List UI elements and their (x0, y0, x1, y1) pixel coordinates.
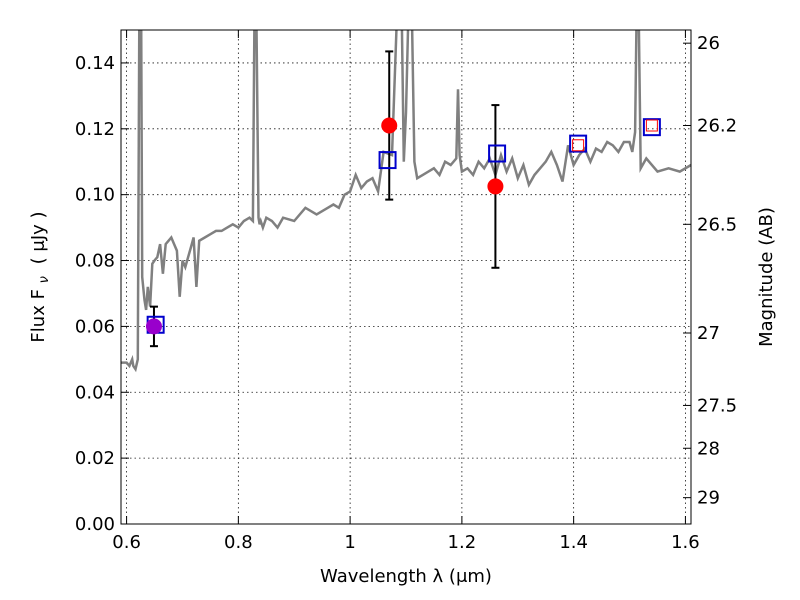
x-tick-label: 0.6 (112, 532, 141, 553)
x-tick-label: 1 (344, 532, 355, 553)
right-tick-label: 26.2 (697, 116, 737, 137)
x-axis-title: Wavelength λ (μm) (320, 566, 492, 587)
ticks-layer: 0.6 0.8 1 1.2 1.4 1.6 0.00 0.02 0.04 0.06 0.08 0.10… (75, 30, 737, 553)
y-tick-label: 0.06 (75, 316, 115, 337)
svg-text:Flux F ν ( μJy ): Flux F ν ( μJy ) (28, 211, 53, 342)
model-square-marker (378, 151, 397, 170)
faint-square-marker (572, 139, 585, 152)
y-tick-label: 0.14 (75, 53, 115, 74)
points-layer (145, 50, 661, 348)
observed-point (487, 178, 504, 195)
x-tick-label: 1.4 (559, 532, 588, 553)
faint-square-marker (645, 119, 658, 132)
x-tick-label: 1.6 (671, 532, 700, 553)
right-tick-label: 29 (697, 488, 720, 509)
y-axis-title-main: Flux F (28, 289, 49, 343)
plot-frame (120, 29, 692, 525)
y-tick-label: 0.04 (75, 382, 115, 403)
y-tick-label: 0.08 (75, 251, 115, 272)
model-square-marker (642, 118, 661, 137)
observed-point (145, 318, 162, 335)
y-tick-label: 0.12 (75, 119, 115, 140)
y-axis-title-unit: ( μJy ) (28, 211, 49, 264)
y-axis-title-subscript: ν (37, 276, 52, 283)
spectrum-line (121, 30, 691, 373)
model-square-marker (488, 144, 507, 163)
y-tick-label: 0.02 (75, 448, 115, 469)
right-tick-label: 26 (697, 33, 720, 54)
right-axis-title: Magnitude (AB) (756, 207, 777, 347)
model-square-marker (569, 134, 588, 153)
right-tick-label: 28 (697, 438, 720, 459)
x-tick-label: 1.2 (448, 532, 477, 553)
y-tick-label: 0.00 (75, 514, 115, 535)
x-tick-label: 0.8 (224, 532, 253, 553)
right-tick-label: 26.5 (697, 214, 737, 235)
y-tick-label: 0.10 (75, 185, 115, 206)
spectrum-layer (121, 30, 691, 373)
observed-point (381, 117, 398, 134)
right-tick-label: 27.5 (697, 395, 737, 416)
y-axis-title: Flux F ν ( μJy ) (28, 211, 53, 342)
right-tick-label: 27 (697, 323, 720, 344)
